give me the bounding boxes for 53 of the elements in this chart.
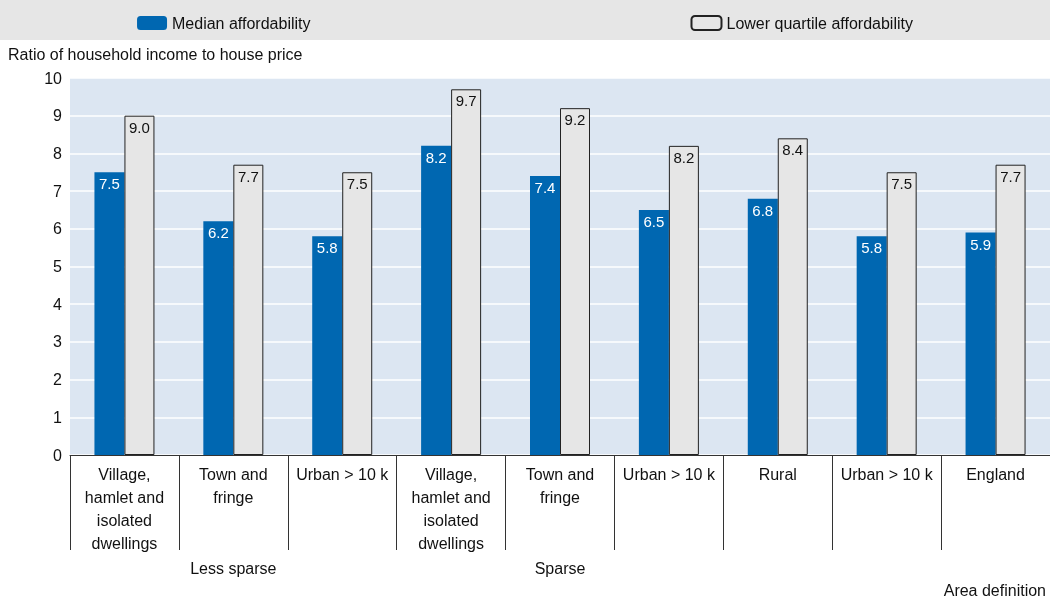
data-label: 7.5 bbox=[891, 175, 913, 193]
data-label: 7.5 bbox=[99, 175, 120, 193]
y-tick-label: 1 bbox=[53, 408, 63, 426]
data-label: 5.9 bbox=[970, 235, 991, 253]
x-tick-label: Village, hamlet and isolated dwellings bbox=[411, 466, 491, 552]
x-tick-label: Town and fringe bbox=[199, 466, 268, 506]
data-label: 5.8 bbox=[316, 239, 338, 257]
legend-label: Lower quartile affordability bbox=[726, 14, 913, 32]
bar bbox=[530, 176, 560, 455]
data-label: 6.5 bbox=[643, 212, 665, 230]
bar bbox=[747, 198, 778, 455]
data-label: 7.7 bbox=[237, 167, 259, 185]
data-label: 7.7 bbox=[1000, 167, 1021, 185]
x-tick-label: Rural bbox=[758, 466, 797, 483]
bar bbox=[94, 172, 125, 455]
data-label: 5.8 bbox=[861, 239, 883, 257]
x-tick-label: England bbox=[966, 466, 1025, 483]
y-tick-label: 7 bbox=[53, 182, 63, 200]
bar bbox=[856, 236, 887, 455]
data-label: 8.4 bbox=[782, 141, 804, 159]
bar bbox=[638, 209, 669, 455]
x-tick-label: Urban > 10 k bbox=[622, 466, 716, 483]
x-tick-label: Village, hamlet and isolated dwellings bbox=[84, 466, 165, 552]
bar bbox=[421, 145, 452, 455]
data-label: 9.7 bbox=[455, 92, 477, 110]
data-label: 7.4 bbox=[534, 179, 556, 197]
y-tick-label: 4 bbox=[53, 295, 63, 313]
data-label: 6.8 bbox=[752, 201, 774, 219]
data-label: 9.0 bbox=[129, 118, 150, 136]
y-tick-label: 9 bbox=[53, 107, 63, 125]
y-tick-label: 8 bbox=[53, 144, 63, 162]
text: Sparse bbox=[534, 559, 586, 577]
bar bbox=[203, 221, 234, 455]
y-axis-title: Ratio of household income to house price bbox=[8, 45, 303, 63]
y-tick-label: 0 bbox=[53, 446, 63, 464]
y-tick-label: 6 bbox=[53, 220, 63, 238]
data-label: 8.2 bbox=[425, 148, 447, 166]
data-label: 7.5 bbox=[346, 175, 368, 193]
y-tick-label: 5 bbox=[53, 258, 63, 275]
legend-label: Median affordability bbox=[172, 14, 311, 32]
data-label: 6.2 bbox=[207, 224, 229, 242]
text: Area definition bbox=[943, 581, 1047, 599]
bar bbox=[965, 232, 996, 455]
data-label: 8.2 bbox=[673, 148, 695, 166]
x-tick-label: Urban > 10 k bbox=[840, 466, 934, 483]
y-tick-label: 3 bbox=[53, 333, 63, 351]
y-tick-label: 10 bbox=[44, 69, 63, 87]
data-label: 9.2 bbox=[564, 111, 586, 129]
y-tick-label: 2 bbox=[53, 371, 63, 389]
x-tick-label: Urban > 10 k bbox=[296, 466, 390, 483]
text: Less sparse bbox=[190, 559, 277, 577]
x-tick-label: Town and fringe bbox=[525, 466, 595, 506]
bar bbox=[312, 236, 343, 455]
